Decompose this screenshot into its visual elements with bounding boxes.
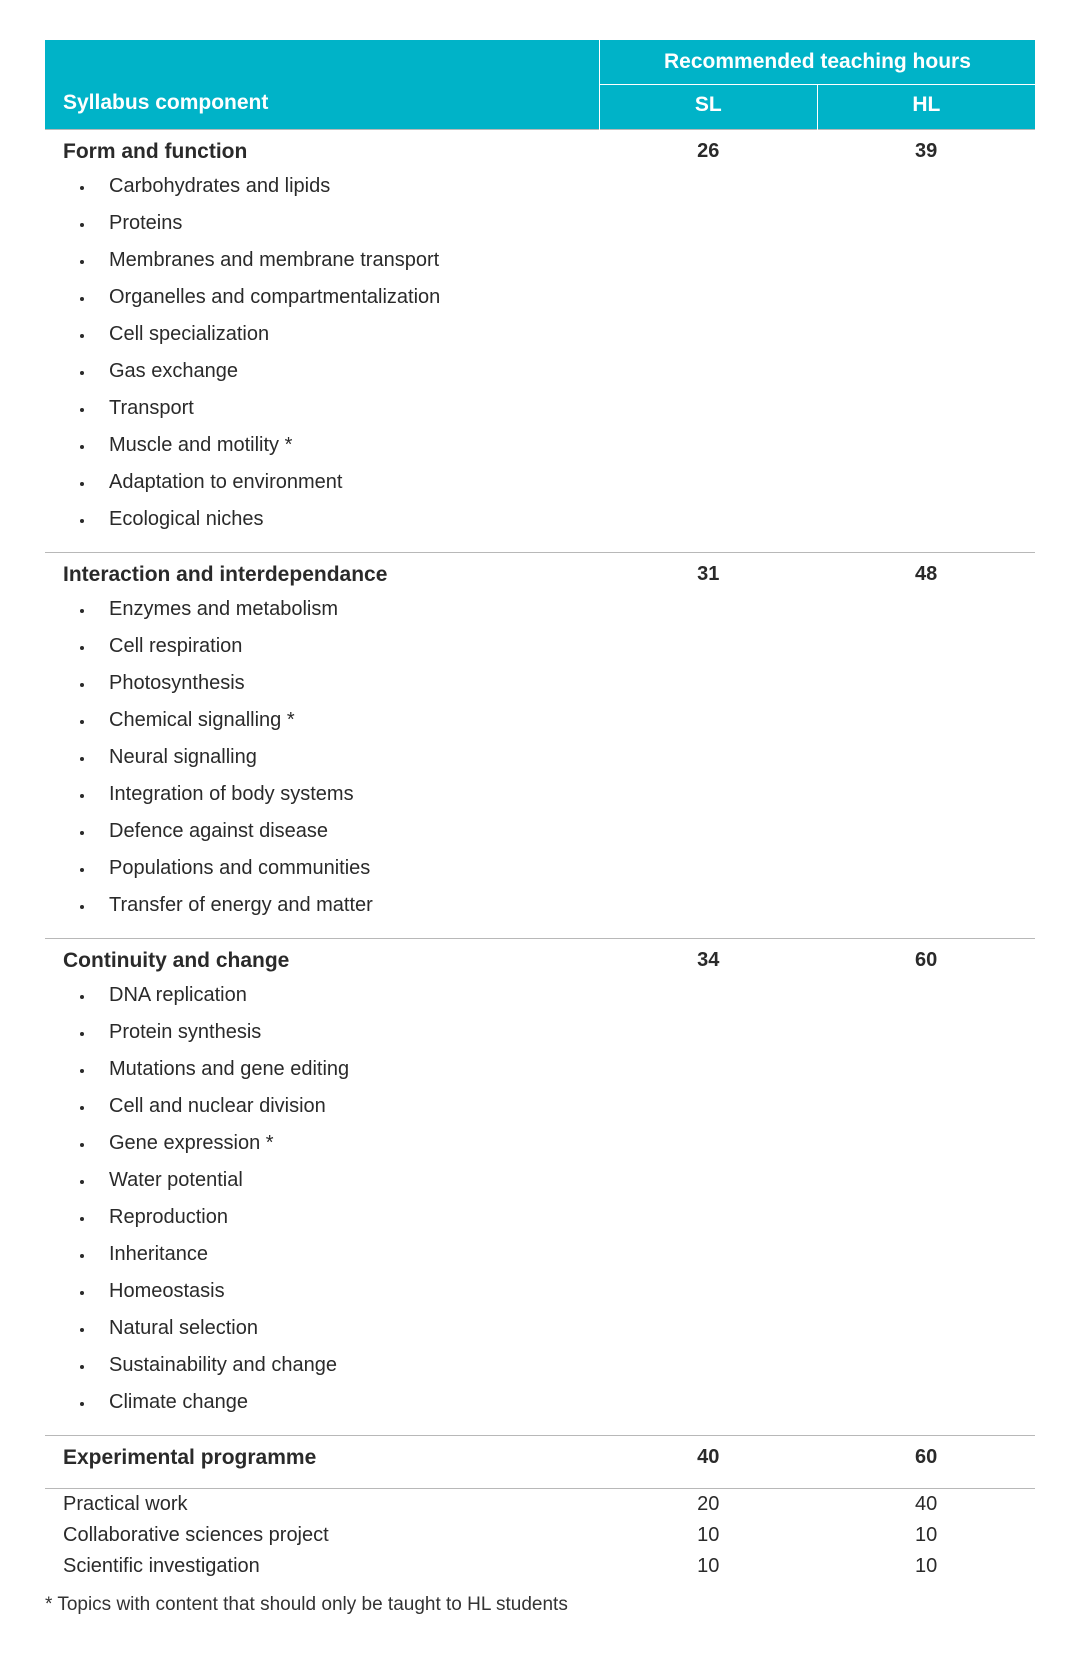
sl-hours: 31 (599, 553, 817, 939)
table-row: Interaction and interdependance Enzymes a… (45, 553, 1035, 939)
list-item: Muscle and motility * (95, 427, 581, 464)
sl-hours: 10 (599, 1551, 817, 1582)
header-sl: SL (599, 85, 817, 130)
sub-row-label: Practical work (45, 1489, 599, 1521)
header-recommended-hours: Recommended teaching hours (599, 40, 1035, 85)
list-item: Homeostasis (95, 1273, 581, 1310)
sl-hours: 26 (599, 130, 817, 553)
list-item: Cell specialization (95, 316, 581, 353)
syllabus-table: Syllabus component Recommended teaching … (45, 40, 1035, 1582)
sl-hours: 40 (599, 1436, 817, 1489)
list-item: Sustainability and change (95, 1347, 581, 1384)
table-row: Form and function Carbohydrates and lipid… (45, 130, 1035, 553)
list-item: Organelles and compartmentalization (95, 279, 581, 316)
component-cell: Interaction and interdependance Enzymes a… (45, 553, 599, 939)
list-item: Gas exchange (95, 353, 581, 390)
hl-hours: 40 (817, 1489, 1035, 1521)
hl-hours: 10 (817, 1551, 1035, 1582)
section-title: Continuity and change (63, 949, 581, 973)
list-item: Water potential (95, 1162, 581, 1199)
list-item: Transport (95, 390, 581, 427)
sl-hours: 34 (599, 939, 817, 1436)
list-item: Neural signalling (95, 739, 581, 776)
list-item: Integration of body systems (95, 776, 581, 813)
list-item: Mutations and gene editing (95, 1051, 581, 1088)
list-item: Ecological niches (95, 501, 581, 538)
list-item: Inheritance (95, 1236, 581, 1273)
list-item: Adaptation to environment (95, 464, 581, 501)
list-item: Defence against disease (95, 813, 581, 850)
list-item: Cell and nuclear division (95, 1088, 581, 1125)
component-cell: Form and function Carbohydrates and lipid… (45, 130, 599, 553)
list-item: Reproduction (95, 1199, 581, 1236)
component-cell: Experimental programme (45, 1436, 599, 1489)
list-item: Protein synthesis (95, 1014, 581, 1051)
section-title: Experimental programme (63, 1446, 581, 1470)
header-hl: HL (817, 85, 1035, 130)
table-row: Practical work2040 (45, 1489, 1035, 1521)
hl-hours: 39 (817, 130, 1035, 553)
section-title: Interaction and interdependance (63, 563, 581, 587)
list-item: Chemical signalling * (95, 702, 581, 739)
list-item: Photosynthesis (95, 665, 581, 702)
footnote: * Topics with content that should only b… (45, 1594, 1035, 1616)
hl-hours: 48 (817, 553, 1035, 939)
section-title: Form and function (63, 140, 581, 164)
list-item: Climate change (95, 1384, 581, 1421)
hl-hours: 60 (817, 939, 1035, 1436)
sl-hours: 20 (599, 1489, 817, 1521)
topic-list: Enzymes and metabolismCell respirationPh… (63, 591, 581, 924)
list-item: Cell respiration (95, 628, 581, 665)
list-item: Enzymes and metabolism (95, 591, 581, 628)
list-item: Membranes and membrane transport (95, 242, 581, 279)
table-row: Scientific investigation1010 (45, 1551, 1035, 1582)
table-body: Form and function Carbohydrates and lipid… (45, 130, 1035, 1583)
header-syllabus-component: Syllabus component (45, 40, 599, 130)
list-item: Transfer of energy and matter (95, 887, 581, 924)
table-header: Syllabus component Recommended teaching … (45, 40, 1035, 130)
component-cell: Continuity and change DNA replicationProt… (45, 939, 599, 1436)
list-item: Gene expression * (95, 1125, 581, 1162)
list-item: DNA replication (95, 977, 581, 1014)
topic-list: DNA replicationProtein synthesisMutation… (63, 977, 581, 1421)
hl-hours: 60 (817, 1436, 1035, 1489)
topic-list: Carbohydrates and lipidsProteinsMembrane… (63, 168, 581, 538)
list-item: Populations and communities (95, 850, 581, 887)
table-row: Experimental programme 4060 (45, 1436, 1035, 1489)
sub-row-label: Scientific investigation (45, 1551, 599, 1582)
table-row: Continuity and change DNA replicationProt… (45, 939, 1035, 1436)
list-item: Proteins (95, 205, 581, 242)
list-item: Carbohydrates and lipids (95, 168, 581, 205)
list-item: Natural selection (95, 1310, 581, 1347)
